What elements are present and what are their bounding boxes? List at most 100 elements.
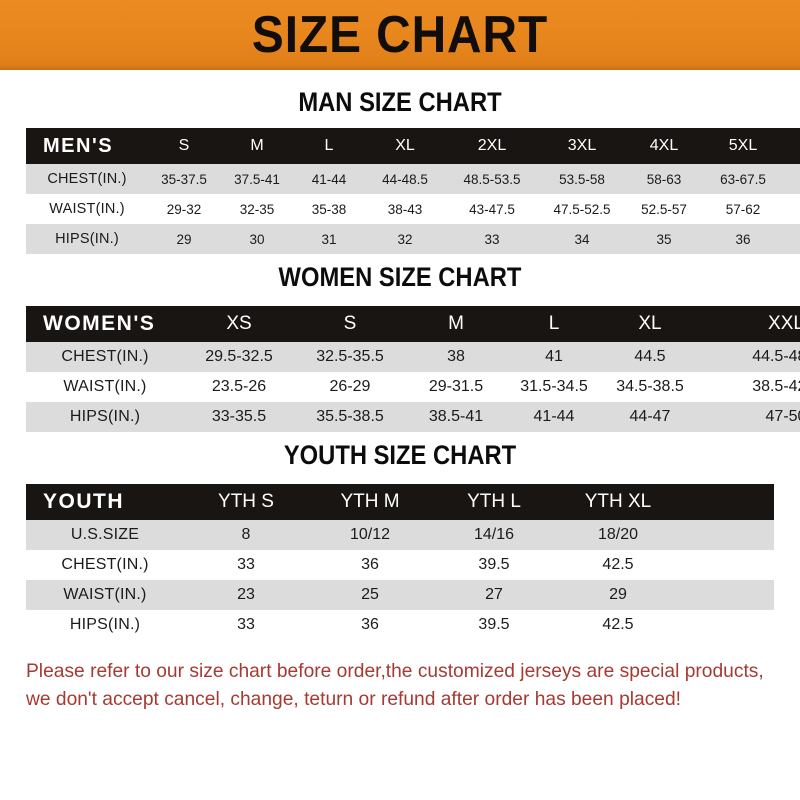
page-title: SIZE CHART xyxy=(251,6,549,64)
measurement-cell: 29-31.5 xyxy=(428,378,484,395)
measurement-cell: 47.5-52.5 xyxy=(553,201,611,217)
men-column-header: 5XL xyxy=(728,137,758,154)
measurement-cell: 58-63 xyxy=(646,171,682,187)
page-banner: SIZE CHART xyxy=(0,0,800,70)
men-column-header: 3XL xyxy=(567,137,597,154)
women-row-label: WAIST(IN.) xyxy=(63,378,147,395)
measurement-cell: 29 xyxy=(176,231,192,247)
measurement-cell: 23.5-26 xyxy=(211,378,267,395)
measurement-cell: 25 xyxy=(361,586,379,603)
measurement-cell: 39.5 xyxy=(478,616,510,633)
women-column-header: XL xyxy=(638,313,662,334)
measurement-cell: 38-43 xyxy=(387,201,423,217)
youth-size-table: YOUTH YTH S YTH M YTH L YTH XL U.S.SIZE 8 10/12… xyxy=(26,484,774,640)
measurement-cell: 44-47 xyxy=(629,408,671,425)
section-title-women: WOMEN SIZE CHART xyxy=(278,262,522,292)
measurement-cell: 38.5-42.5 xyxy=(752,378,800,395)
measurement-cell: 35-38 xyxy=(311,201,347,217)
measurement-cell: 63-67.5 xyxy=(720,171,766,187)
measurement-cell: 47-50 xyxy=(765,408,800,425)
measurement-cell: 33 xyxy=(484,231,500,247)
measurement-cell: 53.5-58 xyxy=(559,171,605,187)
women-row-label: HIPS(IN.) xyxy=(69,408,141,425)
measurement-cell: 35 xyxy=(656,231,672,247)
measurement-cell: 34.5-38.5 xyxy=(616,378,684,395)
measurement-cell xyxy=(680,610,774,640)
measurement-cell xyxy=(680,520,774,550)
women-size-table: WOMEN'S XS S M L XL XXL CHEST(IN.) 29.5-32.5 32.5… xyxy=(26,306,800,432)
section-man: MAN SIZE CHART MEN'S S M L XL 2XL 3XL 4XL 5XL 6XL… xyxy=(0,70,800,254)
table-row: CHEST(IN.) 29.5-32.5 32.5-35.5 38 41 44.5 44.5… xyxy=(26,342,800,372)
men-header-row: MEN'S S M L XL 2XL 3XL 4XL 5XL 6XL xyxy=(26,128,800,164)
measurement-cell: 35.5-38.5 xyxy=(316,408,384,425)
measurement-cell xyxy=(680,580,774,610)
measurement-cell: 48.5-53.5 xyxy=(463,171,521,187)
measurement-cell xyxy=(680,550,774,580)
table-wrap-women: WOMEN'S XS S M L XL XXL CHEST(IN.) 29.5-32.5 32.5… xyxy=(0,291,800,432)
women-column-header: L xyxy=(548,313,560,334)
youth-row-label: WAIST(IN.) xyxy=(63,586,147,603)
table-row: WAIST(IN.) 29-32 32-35 35-38 38-43 43-47.5 47.… xyxy=(26,194,800,224)
men-table-body: MEN'S S M L XL 2XL 3XL 4XL 5XL 6XL CHEST(IN.) 35-37… xyxy=(26,128,800,254)
women-column-header: XXL xyxy=(768,313,800,334)
measurement-cell: 62-66.5 xyxy=(784,194,800,224)
measurement-cell: 41 xyxy=(545,348,563,365)
women-header-row: WOMEN'S XS S M L XL XXL xyxy=(26,306,800,342)
men-corner-label: MEN'S xyxy=(43,134,114,157)
measurement-cell: 33-35.5 xyxy=(211,408,267,425)
table-wrap-man: MEN'S S M L XL 2XL 3XL 4XL 5XL 6XL CHEST(IN.) 35-37… xyxy=(0,116,800,254)
youth-row-label: U.S.SIZE xyxy=(70,526,140,543)
table-row: HIPS(IN.) 33 36 39.5 42.5 xyxy=(26,610,774,640)
section-women: WOMEN SIZE CHART WOMEN'S XS S M L XL XXL CHEST(… xyxy=(0,254,800,432)
measurement-cell: 23 xyxy=(237,586,255,603)
youth-corner-label: YOUTH xyxy=(43,490,124,513)
youth-column-header: YTH M xyxy=(340,491,400,512)
section-title-man: MAN SIZE CHART xyxy=(298,87,502,117)
youth-table-body: YOUTH YTH S YTH M YTH L YTH XL U.S.SIZE 8 10/12… xyxy=(26,484,774,640)
measurement-cell: 27 xyxy=(485,586,503,603)
table-row: U.S.SIZE 8 10/12 14/16 18/20 xyxy=(26,520,774,550)
measurement-cell: 38.5-41 xyxy=(428,408,484,425)
table-row: HIPS(IN.) 29 30 31 32 33 34 35 36 37 xyxy=(26,224,800,254)
men-column-header: XL xyxy=(395,137,415,154)
measurement-cell: 42.5 xyxy=(602,616,634,633)
section-title-youth: YOUTH SIZE CHART xyxy=(283,440,517,470)
section-youth: YOUTH SIZE CHART YOUTH YTH S YTH M YTH L YTH… xyxy=(0,432,800,640)
measurement-cell: 32-35 xyxy=(239,201,275,217)
policy-note-line-1: Please refer to our size chart before or… xyxy=(26,660,764,682)
table-row: CHEST(IN.) 33 36 39.5 42.5 xyxy=(26,550,774,580)
measurement-cell: 33 xyxy=(237,556,255,573)
measurement-cell: 31.5-34.5 xyxy=(520,378,588,395)
measurement-cell: 36 xyxy=(735,231,751,247)
youth-column-header: YTH XL xyxy=(584,491,652,512)
measurement-cell: 37.5-41 xyxy=(234,171,280,187)
measurement-cell: 32.5-35.5 xyxy=(316,348,384,365)
women-table-body: WOMEN'S XS S M L XL XXL CHEST(IN.) 29.5-32.5 32.5… xyxy=(26,306,800,432)
measurement-cell: 37 xyxy=(784,224,800,254)
measurement-cell: 18/20 xyxy=(597,526,639,543)
measurement-cell: 42.5 xyxy=(602,556,634,573)
measurement-cell: 52.5-57 xyxy=(641,201,687,217)
youth-row-label: CHEST(IN.) xyxy=(61,556,149,573)
measurement-cell: 67.5-72 xyxy=(784,164,800,194)
measurement-cell: 36 xyxy=(361,616,379,633)
youth-column-header: YTH L xyxy=(467,491,521,512)
table-row: CHEST(IN.) 35-37.5 37.5-41 41-44 44-48.5 48.5… xyxy=(26,164,800,194)
men-column-header: L xyxy=(324,137,334,154)
table-wrap-youth: YOUTH YTH S YTH M YTH L YTH XL U.S.SIZE 8 10/12… xyxy=(0,469,800,640)
measurement-cell: 44.5-48.5 xyxy=(752,348,800,365)
table-row: WAIST(IN.) 23 25 27 29 xyxy=(26,580,774,610)
measurement-cell: 44.5 xyxy=(634,348,666,365)
measurement-cell: 34 xyxy=(574,231,590,247)
measurement-cell: 29 xyxy=(609,586,627,603)
men-row-label: HIPS(IN.) xyxy=(55,231,119,247)
youth-row-label: HIPS(IN.) xyxy=(69,616,141,633)
measurement-cell: 32 xyxy=(397,231,413,247)
measurement-cell: 14/16 xyxy=(473,526,515,543)
youth-column-header: YTH S xyxy=(218,491,274,512)
table-row: HIPS(IN.) 33-35.5 35.5-38.5 38.5-41 41-44 44-… xyxy=(26,402,800,432)
measurement-cell: 10/12 xyxy=(349,526,391,543)
youth-header-row: YOUTH YTH S YTH M YTH L YTH XL xyxy=(26,484,774,520)
men-column-header: 6XL xyxy=(784,128,800,164)
men-column-header: M xyxy=(250,137,264,154)
